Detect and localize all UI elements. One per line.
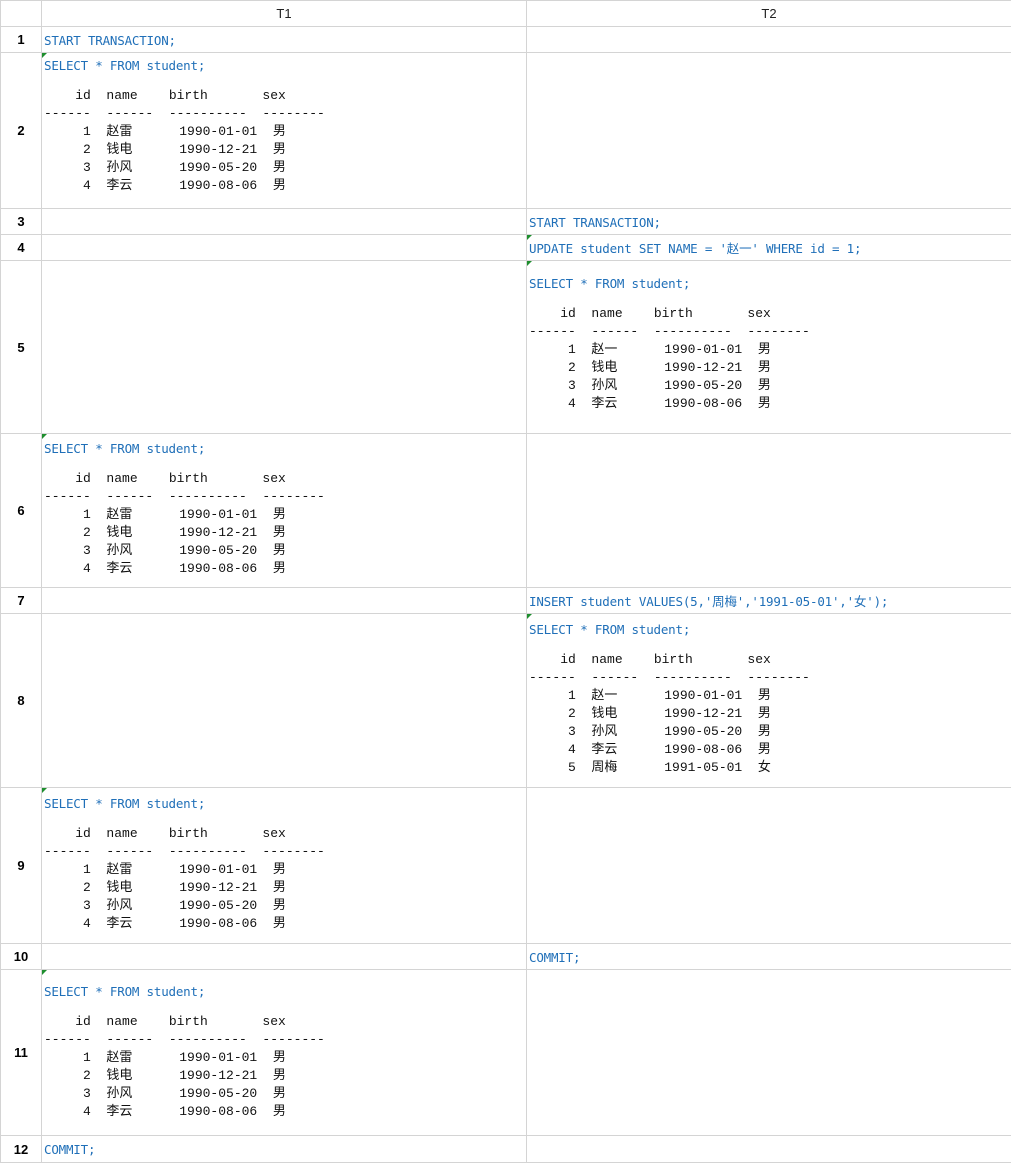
query-result: id name birth sex ------ ------ --------… (42, 1013, 526, 1121)
cell-t1[interactable] (42, 944, 527, 970)
cell-t2[interactable] (527, 434, 1011, 588)
cell-t1[interactable] (42, 235, 527, 261)
comment-marker-icon (527, 235, 532, 240)
select-all-corner[interactable] (1, 1, 42, 27)
cell-t2[interactable]: UPDATE student SET NAME = '赵一' WHERE id … (527, 235, 1011, 261)
sql-statement: COMMIT; (527, 944, 1011, 967)
row-header[interactable]: 11 (1, 970, 42, 1136)
cell-t2[interactable]: START TRANSACTION; (527, 209, 1011, 235)
sql-statement: START TRANSACTION; (42, 27, 526, 50)
cell-t2[interactable] (527, 1136, 1011, 1163)
row-header[interactable]: 3 (1, 209, 42, 235)
row-header[interactable]: 9 (1, 788, 42, 944)
query-result: id name birth sex ------ ------ --------… (42, 470, 526, 578)
sql-statement: SELECT * FROM student; (42, 788, 526, 813)
comment-marker-icon (42, 434, 47, 439)
row-header[interactable]: 2 (1, 53, 42, 209)
sql-statement: SELECT * FROM student; (527, 614, 1011, 639)
comment-marker-icon (42, 788, 47, 793)
row-header[interactable]: 12 (1, 1136, 42, 1163)
column-header-t1[interactable]: T1 (42, 1, 527, 27)
row-header[interactable]: 1 (1, 27, 42, 53)
cell-t2[interactable]: SELECT * FROM student; id name birth sex… (527, 261, 1011, 434)
cell-t2[interactable] (527, 27, 1011, 53)
cell-t2[interactable]: SELECT * FROM student; id name birth sex… (527, 614, 1011, 788)
sql-statement: SELECT * FROM student; (42, 434, 526, 458)
comment-marker-icon (42, 53, 47, 58)
cell-t1[interactable]: SELECT * FROM student; id name birth sex… (42, 53, 527, 209)
sql-statement: COMMIT; (42, 1136, 526, 1159)
cell-t2[interactable]: COMMIT; (527, 944, 1011, 970)
row-header[interactable]: 7 (1, 588, 42, 614)
cell-t1[interactable] (42, 209, 527, 235)
query-result: id name birth sex ------ ------ --------… (527, 305, 1011, 413)
comment-marker-icon (527, 261, 532, 266)
sql-statement: SELECT * FROM student; (42, 970, 526, 1001)
cell-t2[interactable] (527, 53, 1011, 209)
sql-statement: SELECT * FROM student; (527, 261, 1011, 293)
sql-statement: START TRANSACTION; (527, 209, 1011, 232)
cell-t1[interactable]: START TRANSACTION; (42, 27, 527, 53)
row-header[interactable]: 10 (1, 944, 42, 970)
cell-t1[interactable]: COMMIT; (42, 1136, 527, 1163)
row-header[interactable]: 6 (1, 434, 42, 588)
query-result: id name birth sex ------ ------ --------… (42, 825, 526, 933)
query-result: id name birth sex ------ ------ --------… (527, 651, 1011, 777)
cell-t2[interactable]: INSERT student VALUES(5,'周梅','1991-05-01… (527, 588, 1011, 614)
comment-marker-icon (42, 970, 47, 975)
cell-t1[interactable]: SELECT * FROM student; id name birth sex… (42, 788, 527, 944)
sql-statement: INSERT student VALUES(5,'周梅','1991-05-01… (527, 588, 1011, 611)
row-header[interactable]: 8 (1, 614, 42, 788)
row-header[interactable]: 5 (1, 261, 42, 434)
cell-t2[interactable] (527, 970, 1011, 1136)
query-result: id name birth sex ------ ------ --------… (42, 87, 526, 195)
cell-t1[interactable]: SELECT * FROM student; id name birth sex… (42, 970, 527, 1136)
cell-t2[interactable] (527, 788, 1011, 944)
row-header[interactable]: 4 (1, 235, 42, 261)
cell-t1[interactable] (42, 588, 527, 614)
comment-marker-icon (527, 614, 532, 619)
cell-t1[interactable]: SELECT * FROM student; id name birth sex… (42, 434, 527, 588)
cell-t1[interactable] (42, 614, 527, 788)
cell-t1[interactable] (42, 261, 527, 434)
sql-statement: UPDATE student SET NAME = '赵一' WHERE id … (527, 235, 1011, 258)
column-header-t2[interactable]: T2 (527, 1, 1011, 27)
sql-statement: SELECT * FROM student; (42, 53, 526, 75)
